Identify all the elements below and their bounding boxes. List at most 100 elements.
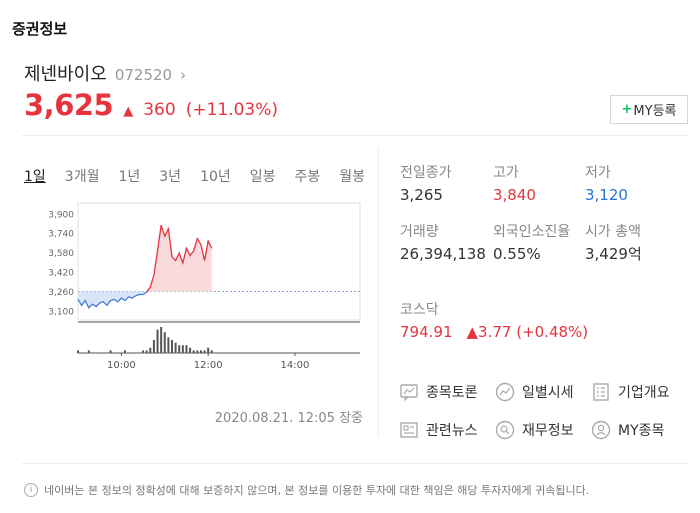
price-chart-svg: 3,900 3,740 3,580 3,420 3,260 3,100 10:00 12:00… (48, 202, 361, 371)
section-title: 증권정보 (12, 20, 68, 38)
discussion-icon (398, 381, 420, 403)
link-discussion[interactable]: 종목토론 (398, 381, 478, 403)
foreign-ratio-value: 0.55% (493, 245, 541, 263)
series-line-below (77, 291, 148, 309)
link-daily-price[interactable]: 일별시세 (494, 381, 574, 403)
link-my-stocks-label: MY종목 (618, 423, 665, 439)
tab-daily[interactable]: 일봉 (249, 169, 276, 185)
link-related-news[interactable]: 관련뉴스 (398, 419, 478, 441)
volume-bar (160, 327, 163, 353)
link-related-news-label: 관련뉴스 (426, 423, 478, 439)
prev-close: 전일종가 3,265 (400, 165, 495, 205)
y-tick-label: 3,900 (48, 210, 74, 220)
y-tick-label: 3,580 (48, 249, 74, 259)
link-financials[interactable]: 재무정보 (494, 419, 574, 441)
tab-3months[interactable]: 3개월 (64, 169, 100, 185)
volume-bar (185, 345, 188, 353)
stock-name-link[interactable]: 제넨바이오 072520 › (24, 60, 186, 86)
up-arrow-icon: ▲ (466, 323, 479, 341)
volume-bar (156, 329, 159, 353)
low-value: 3,120 (585, 186, 628, 204)
index-change: ▲3.77 (+0.48%) (467, 323, 589, 341)
low: 저가 3,120 (585, 165, 680, 205)
tab-3years[interactable]: 3년 (159, 169, 182, 185)
volume-bar (77, 350, 79, 353)
link-discussion-label: 종목토론 (426, 385, 478, 401)
volume-bar (171, 340, 173, 353)
volume-bar (87, 350, 90, 353)
volume-bar (210, 350, 213, 353)
index-label: 코스닥 (400, 302, 439, 318)
prev-close-value: 3,265 (400, 186, 443, 204)
volume-bar (109, 350, 112, 353)
disclaimer: i 네이버는 본 정보의 정확성에 대해 보증하지 않으며, 본 정보를 이용한… (24, 482, 589, 498)
link-my-stocks[interactable]: MY종목 (590, 419, 664, 441)
tab-10years[interactable]: 10년 (200, 169, 231, 185)
search-icon (494, 419, 516, 441)
volume-bar (192, 350, 195, 353)
x-tick-label: 12:00 (194, 360, 223, 371)
foreign-ratio-label: 외국인소진율 (493, 224, 571, 240)
chart-period-tabs: 1일 3개월 1년 3년 10년 일봉 주봉 월봉 (24, 166, 384, 186)
index-change-text: 3.77 (+0.48%) (478, 323, 589, 341)
market-cap-value: 3,429억 (585, 245, 642, 263)
foreign-ratio: 외국인소진율 0.55% (493, 224, 573, 264)
volume-bar (167, 337, 170, 353)
plus-icon: + (621, 102, 633, 117)
current-price: 3,625 (24, 88, 114, 122)
volume-bar (207, 347, 210, 353)
y-tick-label: 3,100 (48, 307, 74, 317)
y-tick-label: 3,420 (48, 269, 74, 279)
volume-bar (124, 350, 126, 353)
chevron-right-icon[interactable]: › (180, 66, 187, 84)
volume-bar (152, 340, 155, 353)
index-value: 794.91 (400, 323, 453, 341)
link-company-overview[interactable]: 기업개요 (590, 381, 670, 403)
x-tick-label: 14:00 (281, 360, 310, 371)
news-icon (398, 419, 420, 441)
low-label: 저가 (585, 165, 611, 181)
user-icon (590, 419, 612, 441)
high: 고가 3,840 (493, 165, 588, 205)
divider (22, 463, 688, 464)
y-tick-label: 3,740 (48, 230, 74, 240)
volume-bar (145, 350, 148, 353)
divider (378, 148, 379, 436)
volume-bar (174, 342, 177, 353)
series-line-above (146, 225, 213, 293)
document-icon (590, 381, 612, 403)
volume-bar (149, 347, 152, 353)
link-financials-label: 재무정보 (522, 423, 574, 439)
prev-close-label: 전일종가 (400, 165, 452, 181)
high-value: 3,840 (493, 186, 536, 204)
link-daily-price-label: 일별시세 (522, 385, 574, 401)
tab-monthly[interactable]: 월봉 (339, 169, 366, 185)
add-my-stock-label: MY등록 (633, 104, 677, 119)
divider (22, 135, 688, 136)
tab-1year[interactable]: 1년 (118, 169, 141, 185)
volume-bar (142, 350, 145, 353)
volume-bar (163, 332, 166, 353)
index-row: 794.91 ▲3.77 (+0.48%) (400, 323, 588, 341)
add-my-stock-button[interactable]: + MY등록 (610, 95, 688, 124)
volume-bar (199, 350, 202, 353)
change-amount: 360 (143, 100, 176, 120)
volume-bar (181, 345, 184, 353)
disclaimer-text: 네이버는 본 정보의 정확성에 대해 보증하지 않으며, 본 정보를 이용한 투… (44, 484, 590, 497)
tab-1day[interactable]: 1일 (24, 169, 46, 185)
stock-code[interactable]: 072520 (114, 66, 173, 84)
chart-timestamp: 2020.08.21. 12:05 장중 (214, 411, 363, 426)
y-tick-label: 3,260 (48, 288, 74, 298)
tab-weekly[interactable]: 주봉 (294, 169, 321, 185)
volume-label: 거래량 (400, 224, 439, 240)
stock-name[interactable]: 제넨바이오 (24, 64, 107, 85)
chart-frame (77, 202, 361, 321)
info-icon: i (24, 483, 38, 497)
volume-bar (189, 347, 192, 353)
volume-bar (203, 350, 206, 353)
volume-value: 26,394,138 (400, 245, 486, 263)
price-chart: 3,900 3,740 3,580 3,420 3,260 3,100 10:00 12:00… (40, 195, 370, 385)
high-label: 고가 (493, 165, 519, 181)
market-cap-label: 시가 총액 (585, 224, 641, 240)
price-row: 3,625 ▲ 360 (+11.03%) (24, 88, 278, 122)
